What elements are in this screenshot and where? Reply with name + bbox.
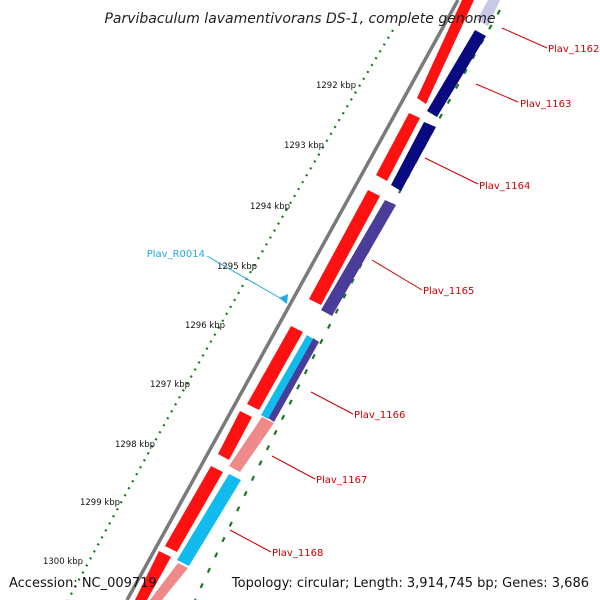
gene-label-plav-1164-leader-line [424, 157, 479, 185]
gene-feature-plav-1164-rev[interactable] [391, 122, 436, 191]
gene-label-plav-1167-leader-line [271, 455, 316, 480]
tick-label: 1297 kbp [150, 380, 190, 390]
accession-text: Accession: NC_009719 [9, 576, 157, 591]
gene-label-plav-1165-leader-line [371, 259, 423, 291]
tick-label: 1293 kbp [284, 141, 324, 151]
gene-label-plav-1162-leader-line [501, 27, 548, 49]
gene-label-plav-1166-leader-line [310, 391, 354, 415]
gene-label-plav-1164[interactable]: Plav_1164 [479, 181, 530, 192]
gene-feature-plav-1167-rev[interactable] [229, 417, 274, 472]
tick-label: 1298 kbp [115, 440, 155, 450]
tick-label: 1294 kbp [250, 202, 290, 212]
gene-feature-plav-1165-rev[interactable] [321, 200, 396, 316]
tick-label: 1292 kbp [316, 81, 356, 91]
gene-label-plav-1168[interactable]: Plav_1168 [272, 548, 323, 559]
gene-label-plav-1165[interactable]: Plav_1165 [423, 286, 474, 297]
gene-feature-next-reverse[interactable] [150, 563, 188, 600]
gene-label-plav-1166[interactable]: Plav_1166 [354, 410, 405, 421]
rna-feature-plav-1168[interactable] [177, 474, 241, 566]
rna-feature-plav-r0014[interactable] [279, 294, 288, 304]
gene-label-plav-1167[interactable]: Plav_1167 [316, 475, 367, 486]
gene-feature-plav-1166-rev[interactable] [268, 338, 319, 422]
tick-label: 1300 kbp [43, 557, 83, 567]
gene-feature-plav-1165[interactable] [309, 190, 380, 305]
gene-label-layer: Plav_1162 Plav_1163 Plav_1164 Plav_1165 Plav… [147, 27, 599, 559]
gene-feature-plav-1162-rev[interactable] [477, 0, 500, 26]
gene-feature-plav-1166[interactable] [247, 326, 303, 410]
feature-dashed-arc [194, 9, 501, 600]
gene-label-plav-1163[interactable]: Plav_1163 [520, 99, 571, 110]
rna-feature-near-plav-1166[interactable] [261, 335, 313, 419]
rna-label-plav-r0014[interactable]: Plav_R0014 [147, 249, 205, 260]
genome-backbone [125, 0, 460, 600]
tick-label-layer: 1292 kbp 1293 kbp 1294 kbp 1295 kbp 1296 kbp… [43, 81, 356, 567]
gene-feature-plav-1163[interactable] [427, 30, 486, 117]
gene-feature-plav-1164[interactable] [376, 113, 420, 181]
ruler-dotted-arc [67, 29, 394, 600]
gene-label-plav-1168-leader-line [229, 529, 272, 553]
gene-feature-plav-1167[interactable] [218, 411, 252, 460]
gene-label-plav-1162[interactable]: Plav_1162 [548, 44, 599, 55]
tick-label: 1299 kbp [80, 498, 120, 508]
gene-feature-next-forward[interactable] [135, 551, 171, 600]
gene-feature-plav-1168[interactable] [165, 466, 223, 552]
gene-label-plav-1163-leader-line [475, 83, 519, 103]
genome-summary-text: Topology: circular; Length: 3,914,745 bp… [231, 576, 589, 591]
map-title: Parvibaculum lavamentivorans DS-1, compl… [104, 11, 495, 27]
gene-feature-plav-1162[interactable] [417, 0, 474, 104]
tick-label: 1295 kbp [217, 262, 257, 272]
rna-label-plav-r0014-leader-line [206, 255, 281, 299]
tick-label: 1296 kbp [185, 321, 225, 331]
